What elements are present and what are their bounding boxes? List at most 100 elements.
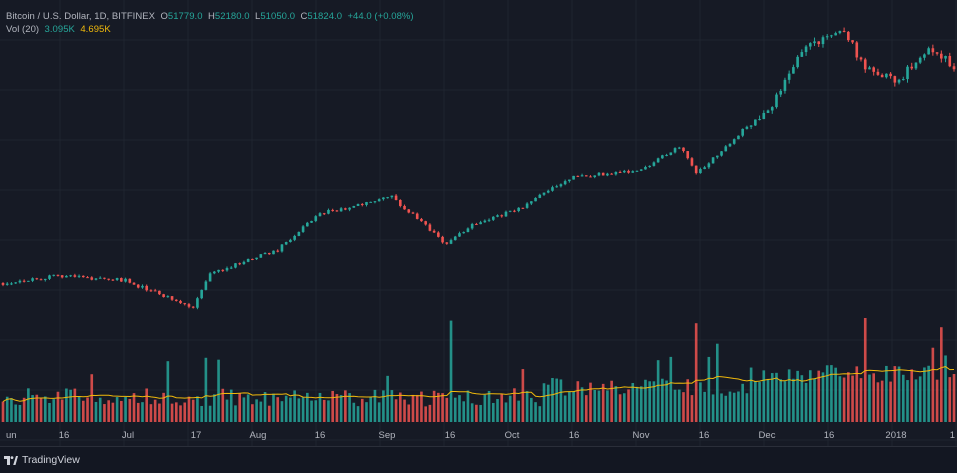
volume-bar bbox=[859, 378, 863, 422]
volume-bar bbox=[289, 397, 292, 422]
candle-body bbox=[398, 199, 402, 206]
volume-bar bbox=[22, 397, 26, 422]
candle-body bbox=[238, 263, 242, 265]
candle-body bbox=[855, 42, 859, 58]
volume-bar bbox=[297, 398, 301, 422]
volume-bar bbox=[504, 402, 508, 422]
volume-bar bbox=[445, 397, 449, 422]
candle-body bbox=[792, 67, 795, 74]
x-tick-label: un bbox=[6, 430, 17, 441]
close-value: 51824.0 bbox=[307, 11, 343, 22]
x-tick-label: 16 bbox=[445, 430, 456, 441]
volume-bar bbox=[792, 378, 795, 422]
candle-body bbox=[677, 147, 681, 149]
volume-bar bbox=[669, 356, 673, 422]
volume-bar bbox=[644, 379, 647, 422]
high-value: 52180.0 bbox=[214, 11, 250, 22]
volume-bar bbox=[627, 389, 630, 422]
candle-body bbox=[715, 155, 719, 158]
volume-bar bbox=[614, 386, 618, 422]
candle-body bbox=[331, 209, 334, 211]
candle-body bbox=[225, 268, 229, 271]
candle-body bbox=[174, 299, 178, 301]
candle-body bbox=[496, 215, 499, 217]
candle-body bbox=[610, 173, 613, 175]
volume-bar bbox=[754, 381, 757, 422]
low-label: L bbox=[255, 11, 261, 22]
candle-body bbox=[73, 275, 77, 277]
candle-body bbox=[808, 43, 812, 47]
candle-body bbox=[686, 151, 690, 159]
volume-bar bbox=[43, 396, 47, 422]
volume-bar bbox=[314, 400, 318, 422]
candlestick-chart[interactable]: un 16 Jul 17 Aug 16 Sep 16 Oct 16 Nov 16 Dec 16 2018 1 bbox=[0, 0, 957, 446]
candle-body bbox=[694, 165, 698, 174]
candle-body bbox=[246, 258, 250, 262]
volume-bar bbox=[466, 390, 470, 422]
volume-bar bbox=[530, 397, 533, 422]
volume-bar bbox=[162, 392, 165, 422]
volume-bar bbox=[931, 347, 935, 422]
candlesticks bbox=[1, 27, 956, 310]
volume-bar bbox=[910, 369, 914, 422]
candle-body bbox=[699, 169, 702, 174]
candle-body bbox=[52, 274, 56, 276]
candle-body bbox=[276, 250, 280, 252]
candle-body bbox=[453, 236, 457, 241]
volume-bar bbox=[158, 403, 161, 422]
volume-bar bbox=[301, 396, 305, 422]
candle-body bbox=[162, 294, 165, 298]
candle-body bbox=[196, 298, 199, 308]
candle-body bbox=[563, 181, 567, 185]
volume-bar bbox=[610, 380, 613, 422]
candle-body bbox=[745, 126, 749, 129]
volume-bar bbox=[779, 379, 783, 422]
candle-body bbox=[187, 304, 191, 307]
volume-bar bbox=[420, 391, 423, 422]
candle-body bbox=[103, 277, 106, 279]
volume-bar bbox=[825, 365, 829, 422]
chart-area[interactable]: un 16 Jul 17 Aug 16 Sep 16 Oct 16 Nov 16 Dec 16 2018 1 … bbox=[0, 0, 957, 446]
x-tick-label: Dec bbox=[759, 430, 776, 441]
volume-bar bbox=[707, 356, 711, 422]
volume-bar bbox=[589, 382, 592, 422]
volume-bar bbox=[415, 394, 419, 422]
volume-bar bbox=[255, 399, 258, 422]
candle-body bbox=[606, 173, 609, 176]
volume-bar bbox=[31, 395, 34, 422]
candle-body bbox=[889, 73, 892, 77]
candle-body bbox=[491, 216, 495, 220]
volume-bar bbox=[115, 397, 119, 422]
candle-body bbox=[766, 110, 770, 113]
volume-bar bbox=[817, 370, 821, 422]
volume-bar bbox=[847, 372, 850, 422]
volume-bar bbox=[551, 378, 554, 422]
candle-body bbox=[179, 300, 182, 304]
candle-body bbox=[885, 73, 888, 78]
tradingview-brand[interactable]: TradingView bbox=[4, 454, 80, 466]
candle-body bbox=[703, 167, 706, 170]
volume-bar bbox=[136, 402, 140, 422]
candle-body bbox=[65, 275, 68, 278]
candle-body bbox=[483, 220, 487, 223]
candle-body bbox=[897, 79, 901, 83]
candle-body bbox=[796, 56, 799, 68]
volume-bar bbox=[897, 366, 901, 422]
volume-bar bbox=[65, 388, 68, 422]
volume-bar bbox=[208, 405, 212, 422]
candle-body bbox=[601, 172, 605, 176]
candle-body bbox=[555, 186, 559, 188]
candle-body bbox=[462, 232, 466, 234]
candle-body bbox=[166, 296, 170, 298]
volume-bar bbox=[694, 323, 698, 422]
x-tick-label: 16 bbox=[315, 430, 326, 441]
footer-bar: TradingView bbox=[0, 446, 957, 473]
candle-body bbox=[682, 147, 685, 152]
volume-bar bbox=[923, 367, 926, 422]
candle-body bbox=[614, 171, 618, 175]
candle-body bbox=[335, 210, 339, 212]
candle-body bbox=[27, 280, 30, 282]
volume-bar bbox=[576, 381, 580, 422]
candle-body bbox=[153, 290, 157, 292]
volume-bar bbox=[783, 381, 787, 422]
